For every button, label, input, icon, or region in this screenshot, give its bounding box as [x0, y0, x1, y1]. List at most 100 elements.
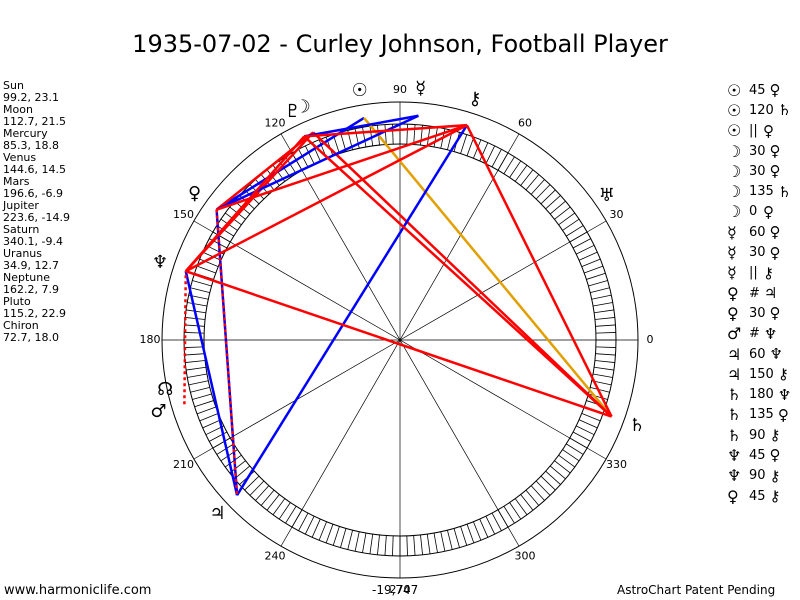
aspect-planet-1: ☿ [727, 222, 737, 242]
degree-tick [466, 136, 475, 156]
degree-tick [332, 526, 340, 546]
degree-tick [285, 506, 297, 524]
planet-coords: 34.9, 12.7 [3, 259, 59, 272]
aspect-planet-1: ♀ [727, 283, 739, 303]
degree-tick [202, 419, 222, 429]
degree-label: 60 [518, 116, 532, 129]
degree-tick [503, 506, 515, 524]
degree-tick [572, 431, 591, 442]
planet-name: Saturn [3, 223, 40, 236]
degree-tick [362, 532, 367, 553]
degree-label: 0 [647, 333, 654, 346]
aspect-line [184, 135, 306, 273]
aspect-planet-2: ♀ [769, 81, 781, 100]
degree-label: 120 [265, 116, 286, 129]
degree-tick [595, 324, 616, 327]
aspect-planet-1: ☽ [727, 202, 742, 222]
aspect-row: ☽ 0 ♀ [727, 202, 791, 222]
degree-tick [440, 531, 446, 552]
degree-tick [514, 165, 528, 182]
aspect-angle: 0 [749, 204, 758, 220]
neptune-icon: ♆ [152, 252, 168, 273]
aspect-row: ♄ 180 ♆ [727, 384, 791, 404]
aspect-planet-1: ♆ [727, 445, 742, 465]
degree-tick [244, 475, 260, 491]
aspect-planet-2: ♀ [769, 162, 781, 181]
degree-tick [304, 145, 315, 165]
aspect-planet-1: ♄ [727, 405, 742, 425]
degree-tick [433, 127, 438, 148]
aspect-row: ♆ 90 ⚷ [727, 466, 791, 486]
aspect-line [303, 114, 419, 138]
aspect-planet-2: ♀ [769, 243, 781, 262]
aspect-row: ♀ 30 ♀ [727, 303, 791, 323]
degree-tick [595, 332, 616, 334]
degree-tick [377, 534, 380, 555]
aspect-angle: 180 [749, 387, 774, 403]
degree-label: 240 [265, 550, 286, 563]
aspect-planet-2: ♀ [763, 202, 774, 221]
degree-tick [485, 145, 496, 165]
aspect-planet-1: ☉ [727, 121, 742, 141]
degree-tick [530, 179, 545, 195]
aspect-row: ☿ 30 ♀ [727, 242, 791, 262]
degree-tick [578, 251, 598, 261]
chiron-icon: ⚷ [468, 88, 481, 109]
aspect-planet-2: ♆ [777, 385, 792, 404]
degree-tick [591, 294, 612, 300]
degree-tick [491, 149, 502, 168]
aspect-planet-1: ☿ [727, 263, 737, 283]
planet-position-list: Sun 99.2, 23.1 Moon 112.7, 21.5 Mercury 85.3,… [3, 80, 70, 344]
aspect-angle: 30 [749, 305, 766, 321]
degree-tick [549, 465, 566, 480]
aspect-angle: 30 [749, 163, 766, 179]
degree-tick [192, 393, 212, 400]
degree-tick [340, 132, 347, 152]
aspect-angle: 45 [749, 447, 766, 463]
degree-tick [406, 124, 408, 145]
degree-label: 180 [140, 333, 161, 346]
aspect-planet-2: ♃ [763, 284, 778, 303]
degree-tick [491, 512, 502, 531]
degree-tick [196, 265, 216, 274]
degree-tick [433, 532, 438, 553]
node-icon: ☊ [157, 379, 173, 400]
aspect-planet-2: ♀ [777, 405, 789, 424]
degree-tick [549, 200, 566, 215]
aspect-row: ♆ 45 ♀ [727, 445, 791, 465]
degree-tick [190, 387, 210, 393]
planet-name: Sun [3, 79, 24, 92]
degree-tick [453, 528, 460, 548]
degree-tick [202, 251, 222, 261]
planet-name: Jupiter [3, 199, 39, 212]
degree-tick [554, 460, 571, 474]
degree-tick [392, 535, 394, 556]
website-link[interactable]: www.harmoniclife.com [4, 583, 152, 598]
degree-tick [369, 534, 374, 554]
day-count: -19,747 [372, 583, 419, 597]
aspect-line [215, 209, 239, 496]
degree-tick [575, 244, 595, 255]
degree-tick [406, 535, 408, 556]
planet-coords: 112.7, 21.5 [3, 115, 66, 128]
planet-name: Chiron [3, 319, 39, 332]
degree-tick [566, 225, 584, 237]
degree-tick [479, 518, 489, 538]
degree-tick [479, 142, 489, 162]
degree-tick [566, 443, 584, 455]
degree-tick [575, 425, 595, 436]
degree-tick [586, 272, 606, 280]
degree-tick [520, 169, 534, 186]
degree-tick [184, 353, 205, 356]
degree-tick [185, 360, 206, 363]
aspect-row: ☿ 60 ♀ [727, 222, 791, 242]
degree-label: 330 [606, 458, 627, 471]
degree-tick [272, 498, 286, 515]
degree-tick [588, 280, 608, 287]
degree-tick [347, 530, 353, 550]
planet-coords: 99.2, 23.1 [3, 91, 59, 104]
degree-tick [595, 346, 616, 348]
degree-tick [592, 302, 613, 307]
degree-tick [249, 480, 265, 496]
degree-tick [594, 317, 615, 320]
